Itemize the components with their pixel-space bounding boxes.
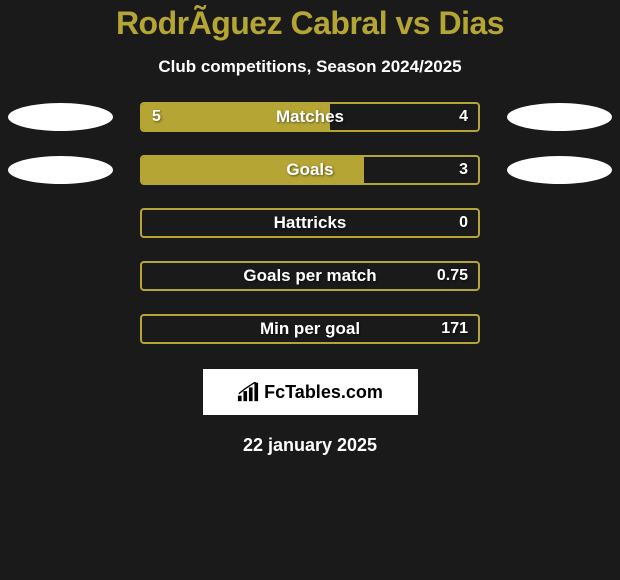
- right-value: 4: [459, 108, 468, 126]
- left-indicator-bubble: [8, 156, 113, 184]
- subtitle: Club competitions, Season 2024/2025: [0, 57, 620, 77]
- logo-text: FcTables.com: [264, 382, 383, 403]
- right-value: 0: [459, 214, 468, 232]
- stats-list: 5 Matches 4 Goals 3 Hattricks 0 Goals per match…: [0, 102, 620, 344]
- stat-label: Goals per match: [243, 266, 376, 286]
- right-value: 3: [459, 161, 468, 179]
- stat-bar: Min per goal 171: [140, 314, 480, 344]
- stat-row: Goals per match 0.75: [0, 261, 620, 291]
- stat-bar: Hattricks 0: [140, 208, 480, 238]
- page-title: RodrÃ­guez Cabral vs Dias: [0, 5, 620, 42]
- stat-row: 5 Matches 4: [0, 102, 620, 132]
- right-indicator-bubble: [507, 156, 612, 184]
- right-indicator-bubble: [507, 103, 612, 131]
- comparison-widget: RodrÃ­guez Cabral vs Dias Club competiti…: [0, 0, 620, 456]
- stat-row: Hattricks 0: [0, 208, 620, 238]
- right-value: 0.75: [437, 267, 468, 285]
- stat-bar: 5 Matches 4: [140, 102, 480, 132]
- date-text: 22 january 2025: [0, 435, 620, 456]
- bar-chart-icon: [237, 382, 259, 402]
- stat-bar: Goals 3: [140, 155, 480, 185]
- stat-label: Goals: [286, 160, 333, 180]
- stat-row: Goals 3: [0, 155, 620, 185]
- stat-label: Hattricks: [274, 213, 347, 233]
- stat-row: Min per goal 171: [0, 314, 620, 344]
- logo-box[interactable]: FcTables.com: [203, 369, 418, 415]
- left-indicator-bubble: [8, 103, 113, 131]
- stat-bar: Goals per match 0.75: [140, 261, 480, 291]
- stat-label: Matches: [276, 107, 344, 127]
- right-value: 171: [441, 320, 468, 338]
- left-value: 5: [152, 108, 161, 126]
- logo-content: FcTables.com: [237, 382, 383, 403]
- stat-label: Min per goal: [260, 319, 360, 339]
